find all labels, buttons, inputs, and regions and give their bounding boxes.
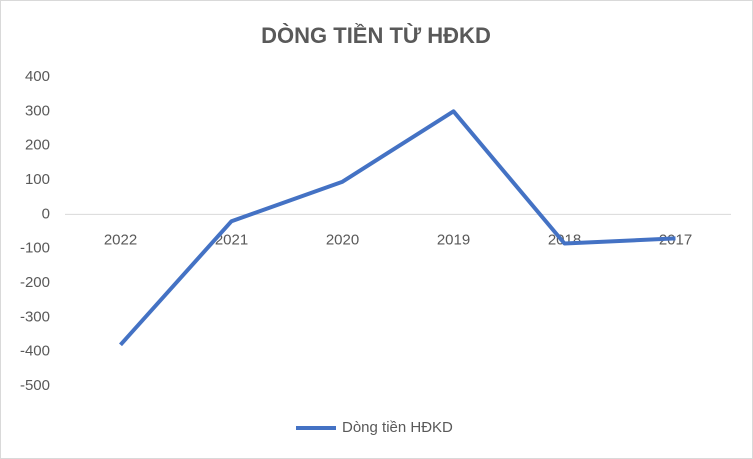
y-tick-label: 0 <box>42 205 50 222</box>
x-tick-label: 2022 <box>104 231 137 248</box>
y-tick-label: 400 <box>25 68 50 85</box>
y-tick-label: -100 <box>20 240 50 257</box>
chart-title: DÒNG TIỀN TỪ HĐKD <box>261 23 491 48</box>
x-tick-label: 2020 <box>326 231 359 248</box>
y-tick-label: -500 <box>20 377 50 394</box>
data-line <box>119 109 676 347</box>
y-tick-label: 100 <box>25 171 50 188</box>
x-tick-label: 2019 <box>437 231 470 248</box>
x-tick-label: 2018 <box>548 231 581 248</box>
y-tick-label: 200 <box>25 137 50 154</box>
y-tick-label: -300 <box>20 308 50 325</box>
legend-label: Dòng tiền HĐKD <box>342 419 453 436</box>
y-tick-label: -400 <box>20 343 50 360</box>
x-tick-label: 2021 <box>215 231 248 248</box>
y-tick-label: 300 <box>25 102 50 119</box>
y-tick-label: -200 <box>20 274 50 291</box>
